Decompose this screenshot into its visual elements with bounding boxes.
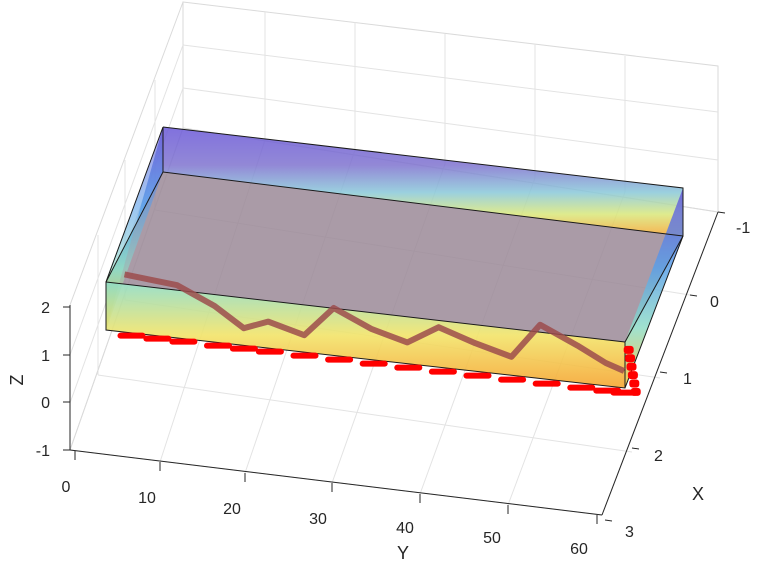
axes — [69, 211, 719, 516]
x-tick-label: 1 — [683, 371, 692, 388]
scatter-point — [325, 356, 354, 363]
scatter-point — [428, 368, 457, 375]
scatter-point — [290, 352, 319, 359]
scatter-point — [498, 376, 527, 383]
x-tick-label: -1 — [736, 220, 750, 237]
scatter-point — [567, 384, 596, 391]
x-tick-label: 0 — [710, 294, 719, 311]
scatter-point — [229, 345, 258, 352]
tick-marks — [63, 211, 726, 524]
scatter-point — [359, 360, 388, 367]
z-tick-label: 2 — [41, 300, 50, 317]
y-tick-label: 10 — [138, 490, 156, 507]
scatter-point — [169, 338, 198, 345]
x-tick-labels: -1 0 1 2 3 — [625, 220, 750, 541]
z-tick-label: 1 — [41, 348, 50, 365]
x-tick-label: 3 — [625, 524, 634, 541]
z-axis-label: Z — [7, 375, 27, 386]
scatter-point — [629, 379, 640, 388]
z-tick-labels: 2 1 0 -1 — [36, 300, 50, 460]
box-left-face-upper — [106, 127, 163, 330]
scatter-point — [630, 387, 641, 396]
y-tick-label: 30 — [309, 511, 327, 528]
scatter-point — [626, 362, 637, 371]
y-tick-label: 0 — [62, 479, 71, 496]
scatter-point — [463, 372, 492, 379]
scatter-point — [394, 364, 423, 371]
scatter-point — [532, 380, 561, 387]
y-tick-label: 40 — [396, 520, 414, 537]
scatter-point — [255, 348, 284, 355]
z-tick-label: -1 — [36, 443, 50, 460]
scatter-point — [204, 342, 232, 349]
scatter-point — [627, 371, 638, 380]
scatter-point — [625, 354, 636, 363]
scatter-point — [623, 345, 634, 354]
surface-box — [105, 126, 684, 389]
y-tick-label: 20 — [223, 501, 241, 518]
box-top-face — [163, 127, 683, 236]
box-front-face — [106, 282, 625, 388]
scatter-points — [117, 271, 641, 396]
x-axis-label: X — [692, 484, 704, 504]
scatter-point — [117, 332, 146, 339]
y-tick-label: 60 — [570, 541, 588, 558]
y-tick-labels: 0 10 20 30 40 50 60 — [62, 479, 588, 558]
y-tick-label: 50 — [483, 530, 501, 547]
scatter-projected-track — [123, 271, 626, 374]
box-back-face — [106, 172, 683, 342]
z-tick-label: 0 — [41, 395, 50, 412]
y-axis-label: Y — [397, 543, 409, 563]
scatter-point — [143, 335, 172, 342]
x-tick-label: 2 — [654, 448, 663, 465]
